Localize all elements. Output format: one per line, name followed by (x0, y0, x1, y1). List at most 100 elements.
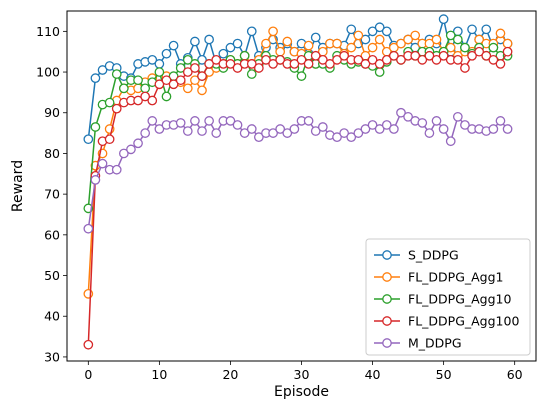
legend-swatch-marker (382, 294, 392, 304)
data-point (147, 116, 158, 126)
data-point (460, 63, 470, 73)
data-point (339, 50, 349, 61)
data-point (303, 116, 314, 126)
data-point (452, 111, 463, 122)
data-point (140, 91, 151, 102)
data-point (445, 30, 456, 41)
data-point (353, 30, 364, 41)
data-point (261, 54, 271, 65)
y-axis-label: Reward (10, 160, 26, 212)
x-tick-label: 40 (365, 367, 381, 382)
data-point (374, 22, 385, 33)
data-point (168, 40, 179, 51)
data-point (268, 26, 278, 37)
data-point (239, 50, 250, 61)
data-point (488, 124, 499, 134)
data-point (495, 116, 506, 126)
data-point (481, 50, 492, 61)
data-point (332, 132, 342, 143)
data-point (467, 24, 477, 35)
data-point (410, 30, 421, 41)
data-point (83, 339, 94, 350)
data-point (303, 40, 314, 51)
data-point (424, 50, 435, 61)
data-point (445, 136, 456, 147)
data-point (225, 42, 236, 53)
y-tick-label: 80 (44, 146, 60, 161)
data-point (360, 124, 371, 134)
data-point (254, 132, 264, 143)
data-point (403, 111, 413, 122)
data-point (502, 46, 513, 57)
data-point (140, 83, 151, 94)
legend-label: FL_DDPG_Agg100 (408, 314, 519, 329)
data-point (346, 42, 357, 53)
legend-item: FL_DDPG_Agg10 (374, 292, 512, 307)
data-point (502, 124, 513, 134)
data-point (495, 59, 506, 69)
data-point (275, 54, 286, 65)
data-point (83, 134, 94, 145)
data-point (438, 124, 449, 134)
data-point (353, 54, 364, 65)
data-point (367, 26, 378, 37)
data-point (367, 54, 378, 65)
data-point (296, 54, 307, 65)
data-point (182, 83, 193, 94)
data-point (374, 124, 385, 134)
x-tick-label: 60 (507, 367, 523, 382)
data-point (438, 14, 449, 24)
data-point (197, 126, 207, 136)
data-point (332, 54, 342, 65)
y-tick-label: 70 (44, 187, 60, 202)
data-point (182, 54, 193, 65)
data-point (232, 63, 243, 73)
data-point (239, 128, 250, 138)
legend-item: S_DDPG (374, 248, 459, 263)
data-point (389, 124, 399, 134)
data-point (275, 46, 286, 57)
data-point (438, 50, 449, 61)
data-point (111, 164, 122, 175)
data-point (90, 122, 101, 132)
data-point (381, 26, 392, 37)
data-point (374, 34, 385, 45)
data-point (431, 116, 442, 126)
data-point (410, 50, 421, 61)
data-point (317, 122, 328, 132)
data-point (374, 67, 385, 77)
data-point (367, 42, 378, 53)
y-tick-label: 30 (44, 349, 60, 364)
data-point (445, 42, 456, 53)
y-tick-label: 100 (36, 65, 60, 80)
data-point (396, 54, 406, 65)
data-point (119, 83, 129, 94)
data-point (452, 54, 463, 65)
data-point (261, 38, 271, 49)
data-point (133, 138, 143, 149)
data-point (161, 75, 172, 86)
legend-swatch-marker (382, 338, 392, 348)
data-point (232, 38, 243, 49)
data-point (310, 32, 321, 43)
data-point (460, 42, 470, 53)
x-tick-label: 0 (84, 367, 92, 382)
data-point (97, 65, 108, 75)
legend: S_DDPG FL_DDPG_Agg1 FL_DDPG_Agg10 FL_DDPG_A… (365, 238, 531, 356)
data-point (353, 128, 364, 138)
series-layer (83, 14, 513, 350)
data-point (417, 118, 428, 128)
data-point (310, 50, 321, 61)
y-tick-label: 90 (44, 105, 60, 120)
data-point (346, 132, 357, 143)
data-point (147, 95, 158, 106)
data-point (332, 38, 342, 49)
legend-item: M_DDPG (374, 336, 462, 351)
data-point (133, 95, 143, 106)
data-point (104, 134, 115, 145)
data-point (154, 124, 165, 134)
data-point (246, 124, 257, 134)
data-point (360, 34, 371, 45)
